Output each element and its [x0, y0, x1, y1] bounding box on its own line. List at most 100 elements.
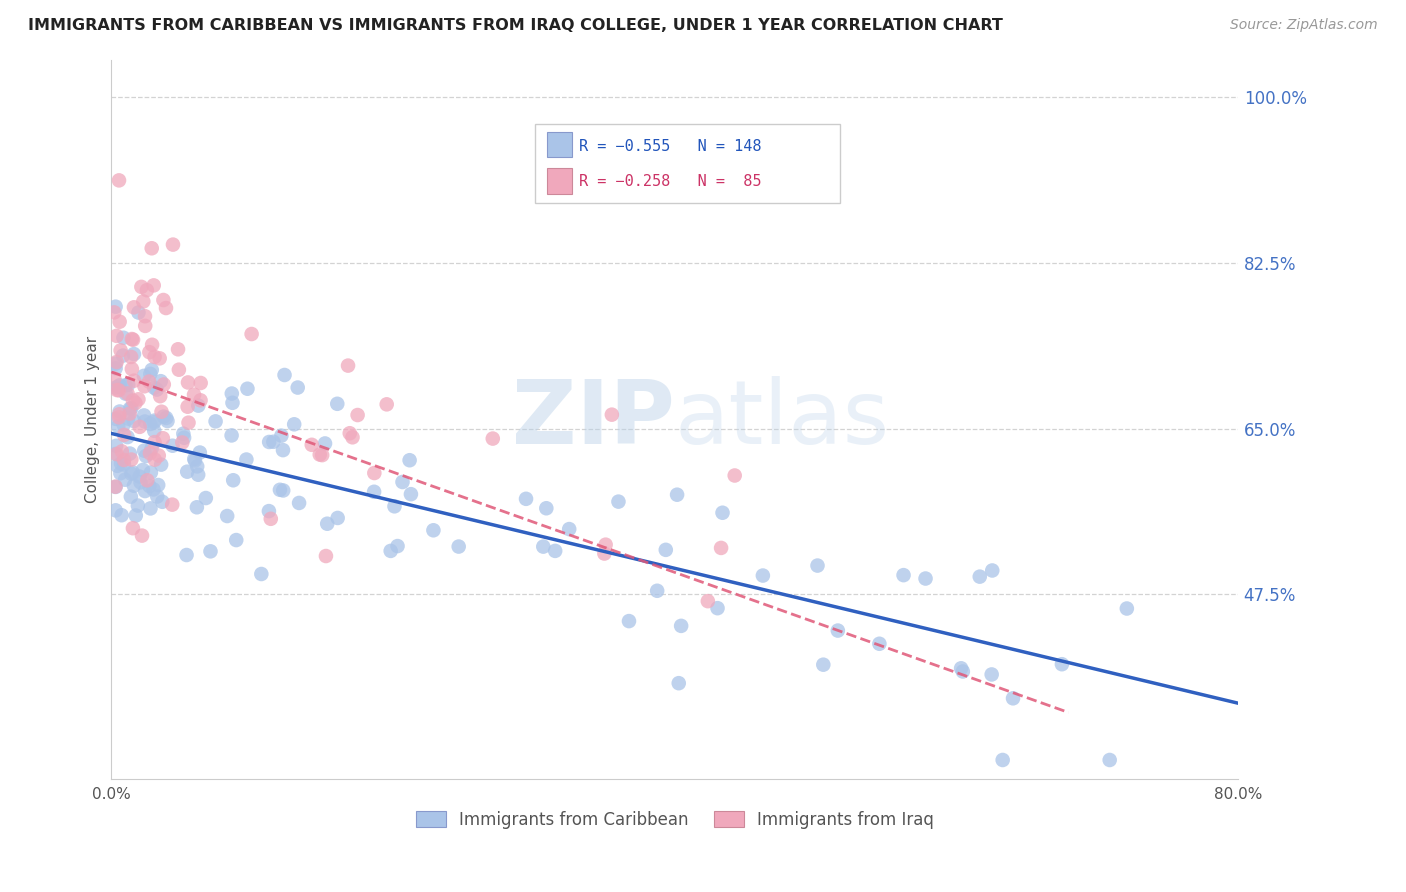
Point — [142, 278, 165, 293]
Point — [110, 508, 132, 523]
Point — [176, 465, 198, 479]
Point — [134, 483, 156, 498]
Point — [118, 401, 141, 416]
Point — [188, 445, 211, 459]
Point — [240, 326, 263, 341]
Point — [669, 619, 692, 633]
Point — [217, 509, 239, 524]
Point — [752, 568, 775, 582]
Point — [139, 501, 162, 516]
Point — [326, 397, 349, 411]
Point — [176, 548, 198, 562]
Point — [363, 466, 385, 480]
Point — [868, 637, 890, 651]
Point — [172, 435, 194, 450]
Point — [134, 415, 156, 429]
Point — [108, 315, 131, 329]
Point — [481, 432, 503, 446]
Point — [710, 541, 733, 555]
Point — [122, 374, 145, 388]
Point — [162, 498, 184, 512]
Point — [104, 503, 127, 517]
Point — [121, 362, 143, 376]
Point — [127, 305, 149, 319]
Point — [138, 345, 160, 359]
Point — [149, 374, 172, 388]
Point — [813, 657, 835, 672]
Point — [117, 430, 139, 444]
Point — [380, 544, 402, 558]
Point — [225, 533, 247, 547]
Point — [806, 558, 828, 573]
Point — [110, 467, 132, 481]
Point — [316, 516, 339, 531]
Point — [132, 409, 155, 423]
Point — [134, 379, 156, 393]
Point — [111, 444, 134, 458]
Point — [177, 376, 200, 390]
Point — [105, 383, 128, 397]
Point — [162, 237, 184, 252]
Point — [120, 490, 142, 504]
Point — [1098, 753, 1121, 767]
Point — [110, 457, 132, 471]
Point — [143, 414, 166, 428]
Point — [149, 389, 172, 403]
Legend: Immigrants from Caribbean, Immigrants from Iraq: Immigrants from Caribbean, Immigrants fr… — [409, 804, 941, 835]
Point — [103, 305, 125, 319]
Point — [391, 475, 413, 489]
Point — [301, 438, 323, 452]
Point — [1002, 691, 1025, 706]
Point — [152, 293, 174, 307]
Point — [131, 280, 153, 294]
Point — [122, 393, 145, 408]
Point — [105, 355, 128, 369]
Point — [146, 490, 169, 504]
Point — [148, 478, 170, 492]
Text: R = −0.555   N = 148: R = −0.555 N = 148 — [579, 139, 762, 153]
Point — [141, 442, 163, 456]
Point — [221, 386, 243, 401]
Point — [105, 329, 128, 343]
Point — [666, 488, 689, 502]
Point — [128, 420, 150, 434]
Point — [105, 439, 128, 453]
Point — [315, 549, 337, 563]
Point — [152, 377, 174, 392]
Point — [706, 601, 728, 615]
Point — [711, 506, 734, 520]
Point — [387, 539, 409, 553]
Point — [118, 446, 141, 460]
Point — [104, 447, 127, 461]
Point — [176, 400, 198, 414]
Point — [108, 410, 131, 425]
Point — [981, 564, 1004, 578]
Point — [257, 504, 280, 518]
Point — [139, 367, 162, 381]
Point — [112, 453, 135, 467]
Point — [991, 753, 1014, 767]
Text: R = −0.258   N =  85: R = −0.258 N = 85 — [579, 174, 762, 188]
Point — [104, 412, 127, 426]
Text: IMMIGRANTS FROM CARIBBEAN VS IMMIGRANTS FROM IRAQ COLLEGE, UNDER 1 YEAR CORRELAT: IMMIGRANTS FROM CARIBBEAN VS IMMIGRANTS … — [28, 18, 1002, 33]
Point — [177, 416, 200, 430]
Point — [204, 414, 226, 428]
Point — [363, 484, 385, 499]
Text: ZIP: ZIP — [512, 376, 675, 463]
Point — [150, 405, 173, 419]
Point — [311, 448, 333, 462]
Point — [600, 408, 623, 422]
Point — [146, 383, 169, 397]
Point — [186, 500, 208, 515]
Point — [952, 665, 974, 679]
Point — [384, 500, 406, 514]
Text: atlas: atlas — [675, 376, 890, 463]
Point — [131, 528, 153, 542]
Point — [108, 378, 131, 392]
Point — [617, 614, 640, 628]
Point — [134, 443, 156, 458]
Point — [129, 475, 152, 490]
Point — [152, 409, 174, 424]
Point — [143, 435, 166, 450]
Point — [536, 501, 558, 516]
